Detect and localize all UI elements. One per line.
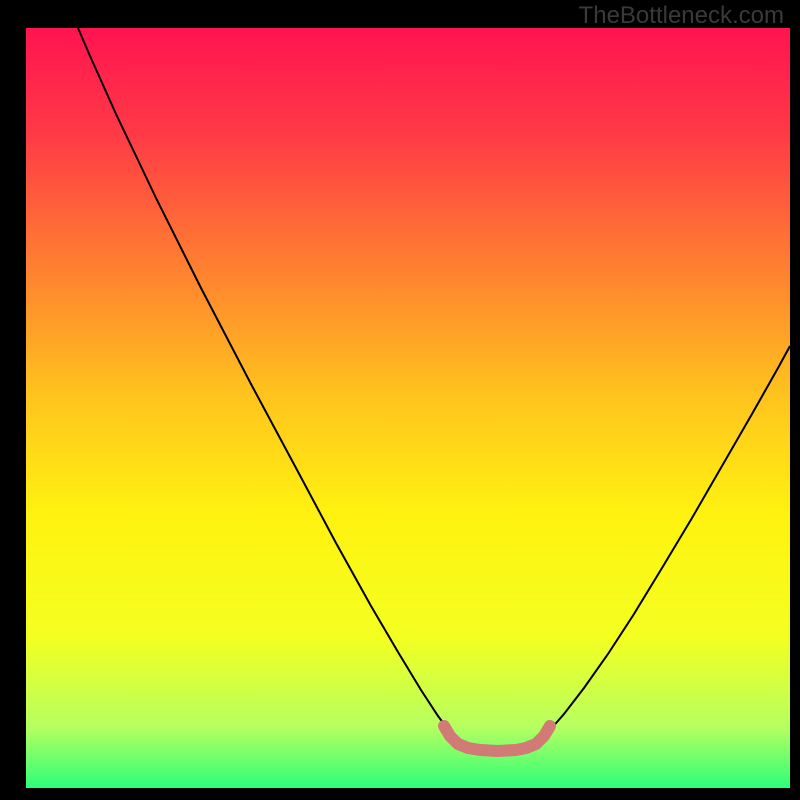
watermark-text: TheBottleneck.com (579, 2, 784, 30)
frame-right (790, 0, 800, 800)
frame-left (0, 0, 26, 800)
plot-area (26, 28, 790, 788)
well-highlight (444, 726, 550, 751)
chart-canvas: TheBottleneck.com (0, 0, 800, 800)
frame-bottom (0, 788, 800, 800)
curve-layer (26, 28, 790, 788)
bottleneck-curve (78, 28, 790, 749)
